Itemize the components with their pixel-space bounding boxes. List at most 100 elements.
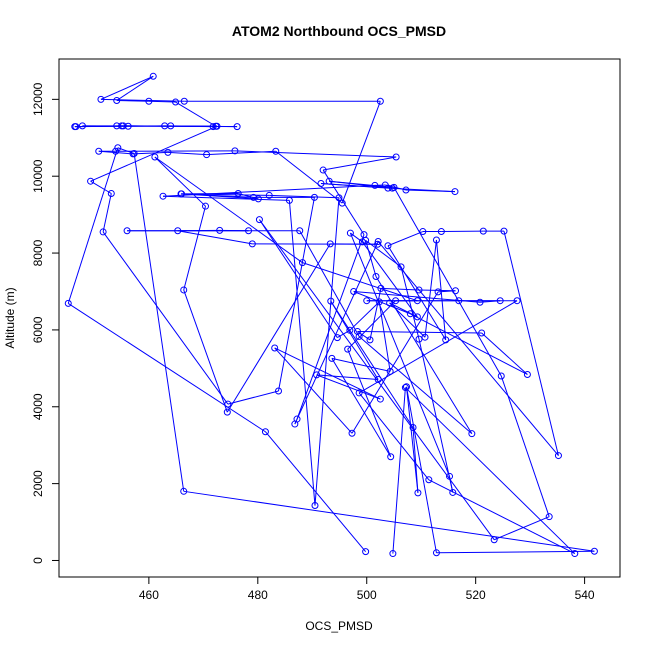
data-point [374,238,382,246]
series-segment [481,332,528,375]
data-point [249,193,257,201]
data-point [328,354,336,362]
x-tick-label: 460 [139,588,159,602]
data-point [360,231,368,239]
series-segment [133,153,185,492]
data-point [371,181,379,189]
series-segment [226,243,331,413]
series-segment [341,101,381,204]
data-point [451,188,459,196]
data-point [338,199,346,207]
data-point [397,263,405,271]
data-point [310,193,318,201]
series-segment [380,287,420,291]
data-point [311,502,319,510]
data-point [224,400,232,408]
data-point [180,97,188,105]
series-segment [331,358,392,457]
x-tick-label: 500 [357,588,377,602]
data-point [167,122,175,130]
series-segment [316,374,381,400]
series-segment [102,193,112,233]
series-segment [183,206,206,291]
y-tick-label: 0 [31,557,45,564]
series-segment [365,239,402,268]
data-point [377,284,385,292]
series-segment [358,336,473,435]
y-tick-label: 8000 [31,239,45,266]
data-point [442,336,450,344]
data-point [172,98,180,106]
data-point [275,387,282,395]
series-segment [387,231,424,247]
data-point [350,287,358,295]
data-point [254,195,262,203]
data-layer [64,72,598,558]
data-point [590,547,598,555]
data-point [327,297,335,305]
series-segment [357,330,482,334]
series-segment [259,219,338,338]
data-point [223,408,231,416]
series-segment [148,100,176,103]
series-segment [377,241,559,456]
data-point [376,97,384,105]
series-segment [90,180,112,194]
data-point [245,227,253,235]
series-segment [274,347,381,400]
data-point [346,326,354,334]
data-point [402,383,410,391]
data-point [64,299,72,307]
data-point [209,123,217,131]
data-point [203,151,211,159]
y-tick-label: 10000 [31,159,45,193]
data-point [271,344,279,352]
data-point [180,286,188,294]
series-segment [163,184,375,197]
data-point [124,122,132,130]
data-point [413,297,421,305]
series-segment [67,302,266,433]
data-point [392,153,400,161]
data-point [180,487,188,495]
data-point [389,550,397,558]
series-segment [351,291,439,434]
series-segment [175,101,217,127]
data-point [130,150,138,158]
data-point [413,313,421,321]
data-point [325,177,333,185]
series-segment [116,100,149,102]
series-segment [275,150,343,204]
data-point [231,147,239,155]
data-point [545,513,553,521]
series-segment [424,239,437,338]
y-tick-label: 6000 [31,316,45,343]
data-point [375,298,383,306]
y-axis-label: Altitude (m) [3,287,17,348]
series-segment [294,241,379,425]
y-tick-label: 2000 [31,470,45,497]
series-segment [387,187,455,193]
data-point [415,286,423,294]
series-segment [100,98,185,102]
series-segment [330,300,414,428]
series-segment [347,348,392,457]
series-segment [265,431,367,552]
series-segment [500,375,550,517]
series-segment [353,290,481,303]
data-point [478,329,486,337]
chart-title: ATOM2 Northbound OCS_PMSD [232,23,446,39]
series-segment [389,302,426,338]
series-segment [316,374,379,380]
series-segment [375,276,473,434]
data-point [313,371,321,379]
data-point [421,333,429,341]
series-segment [133,151,168,155]
data-point [449,488,457,496]
series-segment [369,288,382,341]
data-point [177,190,185,198]
data-point [113,122,121,130]
data-point [164,148,172,156]
data-point [174,227,182,235]
data-point [415,335,423,343]
